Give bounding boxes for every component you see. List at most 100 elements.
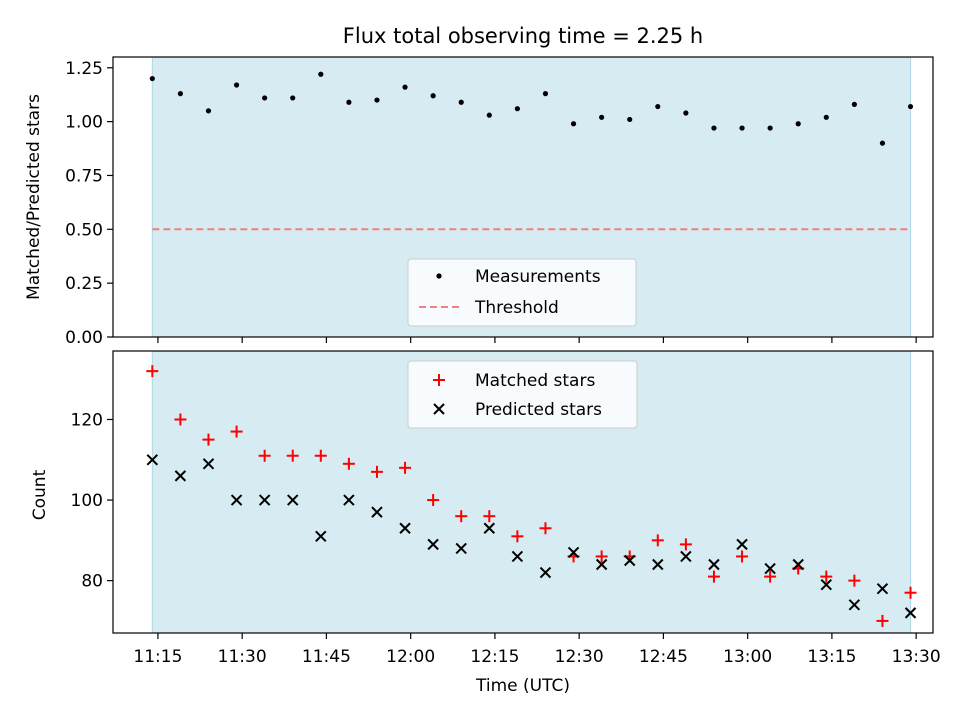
measurement-point bbox=[907, 103, 914, 110]
predicted-star-point bbox=[708, 558, 720, 571]
y-tick-label: 0.00 bbox=[65, 328, 103, 348]
predicted-star-point bbox=[736, 538, 748, 551]
predicted-star-point bbox=[230, 494, 243, 506]
matched-star-point bbox=[399, 461, 412, 474]
matched-star-point bbox=[651, 534, 664, 547]
predicted-star-point bbox=[848, 599, 861, 611]
predicted-star-point bbox=[343, 494, 355, 506]
predicted-star-point bbox=[174, 470, 187, 482]
measurement-point bbox=[851, 101, 857, 107]
predicted-star-point bbox=[820, 578, 832, 591]
predicted-star-point bbox=[287, 494, 299, 506]
predicted-star-point bbox=[455, 542, 467, 555]
measurement-point bbox=[346, 99, 352, 105]
y-tick-label: 0.50 bbox=[65, 220, 103, 240]
measurement-point bbox=[430, 93, 436, 99]
x-tick-label: 11:15 bbox=[133, 647, 182, 667]
measurement-point bbox=[767, 125, 773, 131]
top-y-ticks: 0.00 0.25 0.50 0.75 1.00 1.25 bbox=[65, 59, 113, 348]
top-legend: Measurements Threshold bbox=[407, 258, 637, 327]
measurement-point bbox=[683, 110, 689, 116]
measurement-point bbox=[290, 95, 296, 101]
matched-star-point bbox=[483, 510, 496, 523]
bottom-x-ticks: 11:15 11:30 11:45 12:00 12:15 12:30 12:45 13:00… bbox=[133, 633, 941, 667]
y-tick-label: 120 bbox=[71, 410, 103, 430]
measurement-point bbox=[879, 140, 886, 146]
matched-star-point bbox=[455, 510, 468, 523]
predicted-star-point bbox=[202, 458, 215, 470]
predicted-star-point bbox=[792, 558, 804, 571]
measurement-point bbox=[149, 75, 155, 82]
y-tick-label: 80 bbox=[81, 572, 103, 592]
matched-star-point bbox=[202, 433, 215, 446]
measurement-point bbox=[739, 125, 745, 131]
y-tick-label: 1.00 bbox=[65, 113, 103, 133]
predicted-star-point bbox=[539, 566, 552, 579]
predicted-star-point bbox=[315, 530, 327, 543]
x-tick-label: 12:45 bbox=[639, 647, 688, 667]
top-axes-frame bbox=[112, 56, 934, 338]
measurement-point bbox=[542, 91, 549, 97]
matched-star-point bbox=[904, 586, 917, 599]
matched-star-point bbox=[427, 494, 440, 507]
matched-star-point bbox=[230, 425, 243, 438]
legend-label-threshold: Threshold bbox=[474, 298, 559, 318]
matched-star-point bbox=[595, 550, 608, 563]
predicted-star-point bbox=[904, 607, 917, 619]
predicted-star-point bbox=[399, 522, 411, 534]
measurement-point bbox=[823, 114, 829, 120]
predicted-star-point bbox=[483, 522, 496, 534]
x-tick-label: 12:15 bbox=[470, 647, 519, 667]
legend-label-matched-stars: Matched stars bbox=[475, 371, 595, 391]
predicted-star-point bbox=[427, 538, 439, 551]
matched-star-point bbox=[679, 538, 692, 551]
matched-star-point bbox=[820, 570, 833, 583]
predicted-stars-points bbox=[146, 454, 917, 619]
measurement-point bbox=[177, 91, 183, 97]
matched-star-point bbox=[258, 449, 271, 462]
x-tick-label: 11:30 bbox=[218, 647, 267, 667]
predicted-star-point bbox=[764, 562, 776, 575]
matched-star-point bbox=[342, 457, 355, 470]
legend-marker-predicted-stars bbox=[433, 403, 445, 415]
legend-label-measurements: Measurements bbox=[475, 267, 601, 287]
measurement-point bbox=[795, 121, 801, 127]
matched-star-point bbox=[286, 449, 299, 462]
matched-star-point bbox=[848, 574, 861, 587]
bottom-axes-frame bbox=[112, 350, 934, 634]
bottom-y-axis-label: Count bbox=[30, 469, 50, 520]
x-tick-label: 11:45 bbox=[302, 647, 351, 667]
measurement-point bbox=[318, 71, 324, 77]
predicted-star-point bbox=[511, 550, 524, 563]
predicted-star-point bbox=[258, 494, 271, 506]
y-tick-label: 0.75 bbox=[65, 166, 103, 186]
y-tick-label: 0.25 bbox=[65, 274, 103, 294]
legend-marker-measurements bbox=[436, 273, 442, 279]
predicted-star-point bbox=[680, 550, 692, 563]
x-axis-label: Time (UTC) bbox=[475, 676, 570, 696]
measurement-point bbox=[655, 103, 661, 110]
measurement-point bbox=[262, 95, 268, 101]
legend-marker-matched-stars bbox=[433, 374, 445, 386]
measurement-point bbox=[374, 97, 380, 103]
bottom-y-ticks: 80 100 120 bbox=[71, 410, 113, 592]
legend-label-predicted-stars: Predicted stars bbox=[475, 400, 602, 420]
matched-star-point bbox=[314, 449, 327, 462]
matched-star-point bbox=[764, 570, 777, 583]
bottom-legend: Matched stars Predicted stars bbox=[407, 360, 638, 429]
measurement-point bbox=[599, 114, 605, 120]
matched-star-point bbox=[736, 550, 749, 563]
measurement-point bbox=[233, 82, 240, 88]
measurement-point bbox=[570, 121, 577, 127]
predicted-star-point bbox=[371, 506, 383, 518]
predicted-star-point bbox=[624, 554, 636, 567]
measurement-point bbox=[458, 99, 464, 105]
top-legend-box bbox=[407, 258, 637, 327]
measurement-point bbox=[205, 108, 212, 114]
measurement-point bbox=[514, 106, 520, 112]
predicted-star-point bbox=[146, 454, 159, 466]
measurement-point bbox=[627, 116, 633, 123]
matched-star-point bbox=[539, 522, 552, 535]
